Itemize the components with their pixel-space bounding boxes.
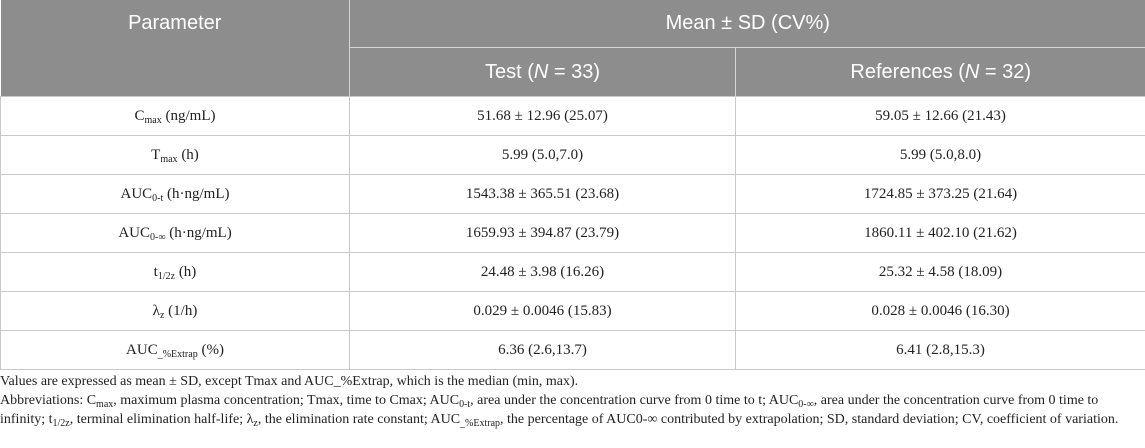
reference-value-cell: 25.32 ± 4.58 (18.09): [734, 252, 1145, 292]
param-cell: Tmax (h): [0, 135, 350, 175]
reference-value-cell: 0.028 ± 0.0046 (16.30): [734, 291, 1145, 331]
values-footnote: Values are expressed as mean ± SD, excep…: [0, 374, 579, 389]
table-row: Tmax (h) 5.99 (5.0,7.0) 5.99 (5.0,8.0): [0, 135, 1145, 175]
header-test: Test (N = 33): [349, 47, 736, 97]
table-row: AUC0-∞ (h·ng/mL) 1659.93 ± 394.87 (23.79…: [0, 213, 1145, 253]
param-cell: AUC0-t (h·ng/mL): [0, 174, 350, 214]
reference-value-cell: 1860.11 ± 402.10 (21.62): [734, 213, 1145, 253]
table-row: t1/2z (h) 24.48 ± 3.98 (16.26) 25.32 ± 4…: [0, 252, 1145, 292]
reference-value-cell: 59.05 ± 12.66 (21.43): [734, 96, 1145, 136]
header-row-1: Parameter Mean ± SD (CV%): [0, 0, 1145, 48]
param-cell: AUC0-∞ (h·ng/mL): [0, 213, 350, 253]
test-value-cell: 0.029 ± 0.0046 (15.83): [349, 291, 736, 331]
header-empty: [0, 47, 350, 97]
test-value-cell: 1659.93 ± 394.87 (23.79): [349, 213, 736, 253]
pk-parameters-table: Parameter Mean ± SD (CV%) Test (N = 33) …: [0, 0, 1145, 370]
header-row-2: Test (N = 33) References (N = 32): [0, 47, 1145, 97]
reference-value-cell: 6.41 (2.8,15.3): [734, 330, 1145, 370]
reference-value-cell: 5.99 (5.0,8.0): [734, 135, 1145, 175]
header-parameter: Parameter: [0, 0, 350, 48]
param-cell: Cmax (ng/mL): [0, 96, 350, 136]
param-cell: λz (1/h): [0, 291, 350, 331]
table-row: λz (1/h) 0.029 ± 0.0046 (15.83) 0.028 ± …: [0, 291, 1145, 331]
abbreviations-footnote: Abbreviations: Cmax, maximum plasma conc…: [0, 393, 1119, 429]
header-mean-sd: Mean ± SD (CV%): [348, 0, 1145, 48]
header-parameter-text: Parameter: [128, 12, 222, 35]
header-mean-sd-text: Mean ± SD (CV%): [665, 12, 830, 34]
reference-value-cell: 1724.85 ± 373.25 (21.64): [734, 174, 1145, 214]
test-value-cell: 51.68 ± 12.96 (25.07): [349, 96, 736, 136]
test-value-cell: 24.48 ± 3.98 (16.26): [349, 252, 736, 292]
test-value-cell: 1543.38 ± 365.51 (23.68): [349, 174, 736, 214]
param-cell: AUC_%Extrap (%): [0, 330, 350, 370]
table-footnotes: Values are expressed as mean ± SD, excep…: [0, 372, 1140, 429]
table-row: AUC_%Extrap (%) 6.36 (2.6,13.7) 6.41 (2.…: [0, 330, 1145, 370]
test-value-cell: 5.99 (5.0,7.0): [349, 135, 736, 175]
header-reference: References (N = 32): [734, 47, 1145, 97]
param-cell: t1/2z (h): [0, 252, 350, 292]
table-row: AUC0-t (h·ng/mL) 1543.38 ± 365.51 (23.68…: [0, 174, 1145, 214]
table-row: Cmax (ng/mL) 51.68 ± 12.96 (25.07) 59.05…: [0, 96, 1145, 136]
test-value-cell: 6.36 (2.6,13.7): [349, 330, 736, 370]
